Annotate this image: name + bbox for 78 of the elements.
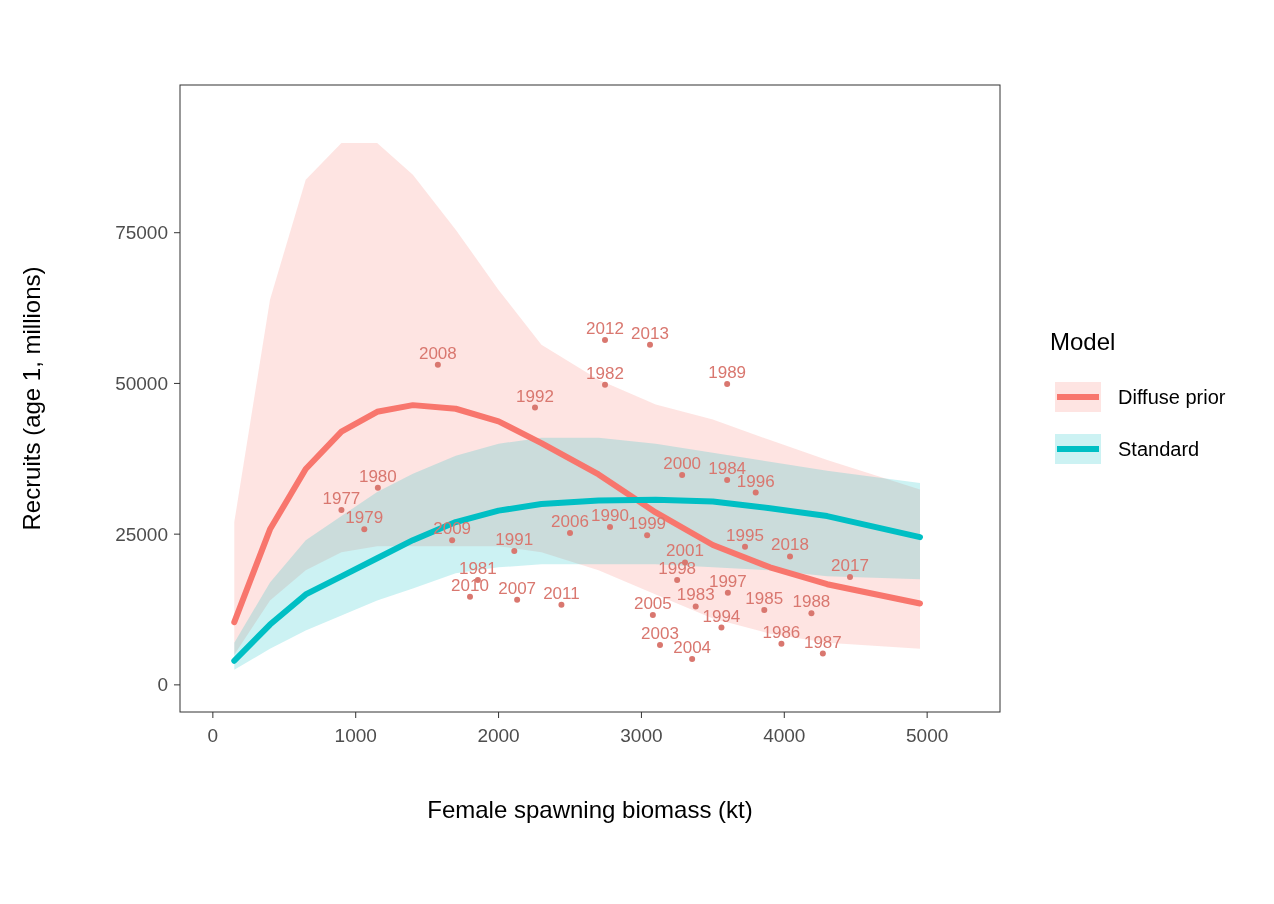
- point: [718, 624, 725, 631]
- x-tick-label: 5000: [906, 725, 949, 746]
- point: [742, 543, 748, 550]
- point: [724, 589, 731, 596]
- series-label: 2012: [586, 319, 624, 339]
- point: [752, 489, 759, 496]
- point: [649, 611, 656, 618]
- series-label: 1980: [358, 466, 397, 486]
- point: [511, 548, 518, 555]
- series-label: 2006: [551, 511, 589, 531]
- point: [674, 576, 681, 583]
- series-label: 1977: [322, 489, 361, 509]
- point: [567, 529, 573, 536]
- series-label: 2001: [666, 541, 704, 561]
- x-axis-title: Female spawning biomass (kt): [427, 796, 753, 823]
- point: [657, 642, 663, 649]
- series-label: 1989: [708, 363, 747, 383]
- y-tick-label: 0: [157, 674, 168, 696]
- point: [679, 472, 686, 479]
- legend-label: Standard: [1118, 438, 1200, 460]
- series-label: 1988: [792, 592, 831, 612]
- series-label: 1995: [726, 525, 764, 545]
- point: [847, 573, 853, 580]
- series-label: 1985: [745, 589, 784, 609]
- series-label: 2010: [451, 575, 489, 595]
- point: [434, 361, 441, 368]
- point: [338, 507, 345, 514]
- series-label: 1992: [516, 386, 554, 406]
- point: [724, 381, 731, 388]
- series-label: 1981: [458, 558, 497, 578]
- point: [787, 553, 793, 560]
- x-tick-label: 0: [207, 725, 219, 746]
- series-label: 1990: [591, 505, 629, 525]
- point: [819, 650, 826, 657]
- series-label: 2013: [631, 323, 669, 343]
- x-tick-label: 4000: [763, 725, 806, 746]
- series-label: 1986: [762, 622, 801, 642]
- series-label: 1999: [628, 514, 667, 534]
- point: [778, 640, 785, 647]
- x-tick-label: 2000: [477, 725, 520, 746]
- series-label: 2007: [498, 578, 537, 598]
- point: [374, 484, 381, 491]
- y-tick-label: 25000: [115, 523, 168, 545]
- series-label: 2017: [831, 555, 869, 575]
- point: [602, 337, 608, 344]
- point: [514, 596, 521, 603]
- point: [761, 607, 768, 614]
- series-label: 2008: [418, 343, 457, 363]
- series-label: 1998: [658, 558, 697, 578]
- series-label: 1982: [586, 363, 624, 383]
- series-label: 1987: [803, 632, 842, 652]
- point: [808, 610, 815, 617]
- point: [602, 381, 608, 388]
- series-label: 2011: [543, 583, 580, 603]
- series-label: 1979: [345, 508, 384, 528]
- point: [647, 341, 653, 348]
- series-label: 2018: [771, 535, 809, 555]
- point: [607, 523, 613, 530]
- series-label: 2005: [633, 593, 672, 613]
- x-tick-label: 3000: [620, 725, 663, 746]
- point: [558, 601, 565, 608]
- point: [449, 537, 456, 544]
- series-label: 2000: [663, 454, 702, 474]
- point: [644, 532, 651, 539]
- x-tick-label: 1000: [334, 725, 377, 746]
- legend-label: Diffuse prior: [1118, 386, 1226, 408]
- point: [361, 526, 368, 533]
- series-label: 1994: [702, 606, 741, 626]
- y-axis-title: Recruits (age 1, millions): [18, 266, 45, 531]
- point: [467, 593, 473, 600]
- y-tick-label: 50000: [115, 372, 168, 394]
- point: [692, 603, 699, 610]
- point: [689, 655, 696, 662]
- legend-title: Model: [1050, 328, 1116, 355]
- point: [532, 404, 538, 411]
- point: [724, 476, 731, 483]
- y-tick-label: 75000: [115, 222, 168, 244]
- series-label: 1991: [495, 530, 534, 550]
